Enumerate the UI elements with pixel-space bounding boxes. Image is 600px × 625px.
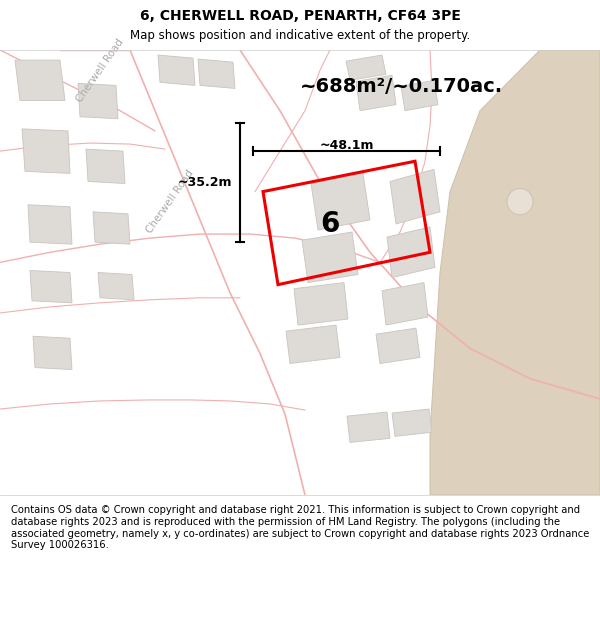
Text: Contains OS data © Crown copyright and database right 2021. This information is : Contains OS data © Crown copyright and d… — [11, 506, 589, 550]
Polygon shape — [30, 271, 72, 303]
Circle shape — [507, 189, 533, 215]
Polygon shape — [347, 412, 390, 442]
Polygon shape — [198, 59, 235, 88]
Text: ~35.2m: ~35.2m — [178, 176, 232, 189]
Polygon shape — [311, 173, 370, 230]
Text: Cherwell Road: Cherwell Road — [74, 37, 125, 104]
Polygon shape — [346, 55, 386, 81]
Polygon shape — [28, 205, 72, 244]
Text: 6: 6 — [320, 210, 340, 238]
Polygon shape — [430, 50, 600, 495]
Polygon shape — [86, 149, 125, 184]
Polygon shape — [376, 328, 420, 364]
Polygon shape — [22, 129, 70, 173]
Text: ~48.1m: ~48.1m — [319, 139, 374, 152]
Polygon shape — [286, 325, 340, 364]
Polygon shape — [158, 55, 195, 86]
Text: ~688m²/~0.170ac.: ~688m²/~0.170ac. — [300, 76, 503, 96]
Text: Cherwell Road: Cherwell Road — [145, 168, 196, 235]
Polygon shape — [15, 60, 65, 101]
Text: 6, CHERWELL ROAD, PENARTH, CF64 3PE: 6, CHERWELL ROAD, PENARTH, CF64 3PE — [140, 9, 460, 23]
Polygon shape — [387, 227, 435, 278]
Polygon shape — [98, 272, 134, 300]
Polygon shape — [382, 282, 428, 325]
Polygon shape — [33, 336, 72, 369]
Polygon shape — [302, 232, 358, 282]
Polygon shape — [401, 81, 438, 111]
Polygon shape — [390, 169, 440, 224]
Polygon shape — [93, 212, 130, 244]
Text: Map shows position and indicative extent of the property.: Map shows position and indicative extent… — [130, 29, 470, 42]
Polygon shape — [294, 282, 348, 325]
Polygon shape — [78, 83, 118, 119]
Polygon shape — [392, 409, 432, 436]
Polygon shape — [356, 75, 396, 111]
